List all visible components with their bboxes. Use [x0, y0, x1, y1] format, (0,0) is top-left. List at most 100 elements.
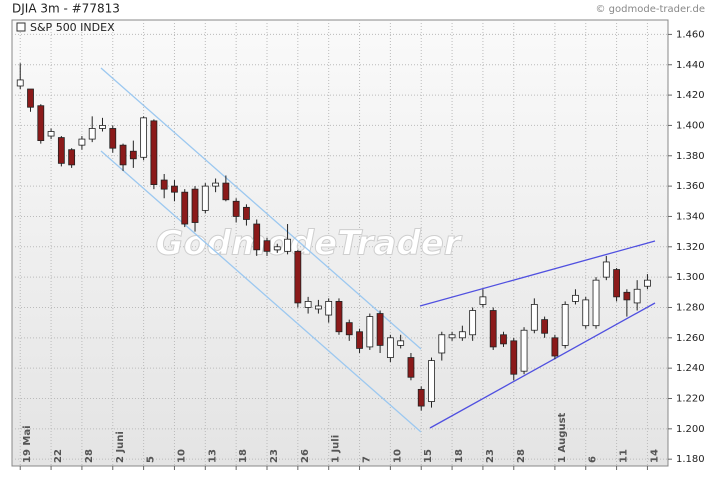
- candle-body: [222, 182, 230, 201]
- x-tick-label: 23: [485, 449, 496, 463]
- x-tick-label: 15: [423, 449, 434, 463]
- candle-body: [253, 223, 261, 251]
- candle-body: [212, 182, 219, 187]
- x-tick-label: 1 Juli: [331, 435, 342, 463]
- candle-body: [68, 149, 76, 166]
- source: © godmode-trader.de: [596, 4, 706, 15]
- candle-body: [335, 301, 343, 333]
- candle-body: [263, 240, 271, 252]
- candle-body: [150, 120, 158, 185]
- candle-body: [500, 334, 507, 345]
- candle-body: [520, 329, 528, 372]
- candle-body: [243, 206, 250, 220]
- candle-body: [119, 144, 127, 166]
- x-tick-label: 6: [588, 456, 599, 463]
- y-tick-label: 1.420: [676, 90, 705, 101]
- candle-body: [325, 301, 333, 316]
- x-tick-label: 18: [454, 449, 465, 463]
- candle-body: [191, 188, 199, 223]
- candle-body: [181, 191, 189, 225]
- y-tick-label: 1.380: [676, 151, 705, 162]
- candle-body: [592, 279, 600, 327]
- legend-swatch: [16, 22, 26, 32]
- y-tick-label: 1.180: [676, 454, 705, 465]
- candle-body: [572, 294, 579, 302]
- y-tick-label: 1.440: [676, 60, 705, 71]
- candle-body: [129, 150, 137, 160]
- candle-body: [99, 125, 106, 129]
- candle-body: [489, 310, 497, 348]
- x-tick-label: 23: [269, 449, 280, 463]
- candle-body: [541, 319, 549, 334]
- x-tick-label: 19 Mai: [22, 425, 33, 463]
- x-tick-label: 18: [238, 449, 249, 463]
- candle-body: [345, 322, 353, 336]
- y-tick-label: 1.320: [676, 242, 705, 253]
- candle-body: [16, 79, 24, 87]
- chart-title: DJIA 3m - #77813: [12, 2, 120, 16]
- candle-body: [386, 337, 394, 358]
- candle-body: [479, 296, 487, 305]
- y-tick-label: 1.200: [676, 424, 705, 435]
- candle-body: [582, 299, 590, 327]
- x-tick-label: 7: [362, 456, 373, 463]
- x-tick-label: 11: [619, 449, 630, 463]
- candle-body: [469, 310, 477, 336]
- candle-body: [448, 334, 456, 339]
- candle-body: [633, 288, 641, 304]
- candle-body: [407, 357, 415, 378]
- candle-body: [510, 340, 518, 375]
- y-tick-label: 1.360: [676, 181, 705, 192]
- candle-body: [27, 88, 34, 108]
- candle-body: [109, 128, 117, 149]
- y-tick-label: 1.240: [676, 363, 705, 374]
- channel-line: [100, 150, 422, 433]
- candle-body: [623, 291, 631, 301]
- candle-body: [273, 246, 281, 251]
- y-tick-label: 1.220: [676, 393, 705, 404]
- x-tick-label: 13: [207, 449, 218, 463]
- channel-line: [100, 67, 422, 350]
- candle-body: [366, 316, 374, 348]
- y-tick-label: 1.400: [676, 120, 705, 131]
- candle-body: [644, 279, 651, 287]
- y-tick-label: 1.280: [676, 302, 705, 313]
- watermark: GodmodeTrader: [155, 224, 462, 264]
- x-tick-label: 28: [84, 449, 95, 463]
- legend-label: S&P 500 INDEX: [30, 21, 115, 34]
- x-tick-label: 2 Juni: [115, 431, 126, 463]
- x-tick-label: 10: [176, 449, 187, 463]
- candle-body: [160, 179, 168, 190]
- x-tick-label: 28: [516, 449, 527, 463]
- x-tick-label: 22: [53, 449, 64, 463]
- candle-body: [294, 250, 302, 304]
- candle-body: [458, 331, 466, 339]
- y-tick-label: 1.460: [676, 29, 705, 40]
- x-tick-label: 26: [300, 449, 311, 463]
- candle-body: [232, 200, 240, 217]
- candle-body: [315, 305, 322, 310]
- candle-body: [201, 185, 209, 211]
- candle-body: [140, 117, 148, 158]
- candle-body: [47, 131, 55, 137]
- candle-body: [284, 238, 291, 252]
- wedge-line: [419, 240, 656, 307]
- x-tick-label: 1 August: [557, 412, 568, 463]
- candle-body: [428, 360, 435, 402]
- y-tick-label: 1.340: [676, 211, 705, 222]
- x-tick-label: 14: [649, 449, 660, 463]
- plot-area: [11, 19, 669, 467]
- x-tick-label: 10: [392, 449, 403, 463]
- wedge-line: [429, 302, 656, 429]
- candle-body: [551, 337, 559, 357]
- candle-body: [78, 138, 86, 146]
- candle-body: [171, 185, 178, 193]
- candle-body: [57, 137, 65, 164]
- candle-body: [613, 269, 620, 298]
- candle-body: [376, 313, 384, 346]
- candle-body: [88, 128, 96, 140]
- x-tick-label: 5: [146, 456, 157, 463]
- candle-body: [417, 388, 425, 407]
- candle-body: [304, 301, 312, 308]
- candle-body: [37, 105, 45, 142]
